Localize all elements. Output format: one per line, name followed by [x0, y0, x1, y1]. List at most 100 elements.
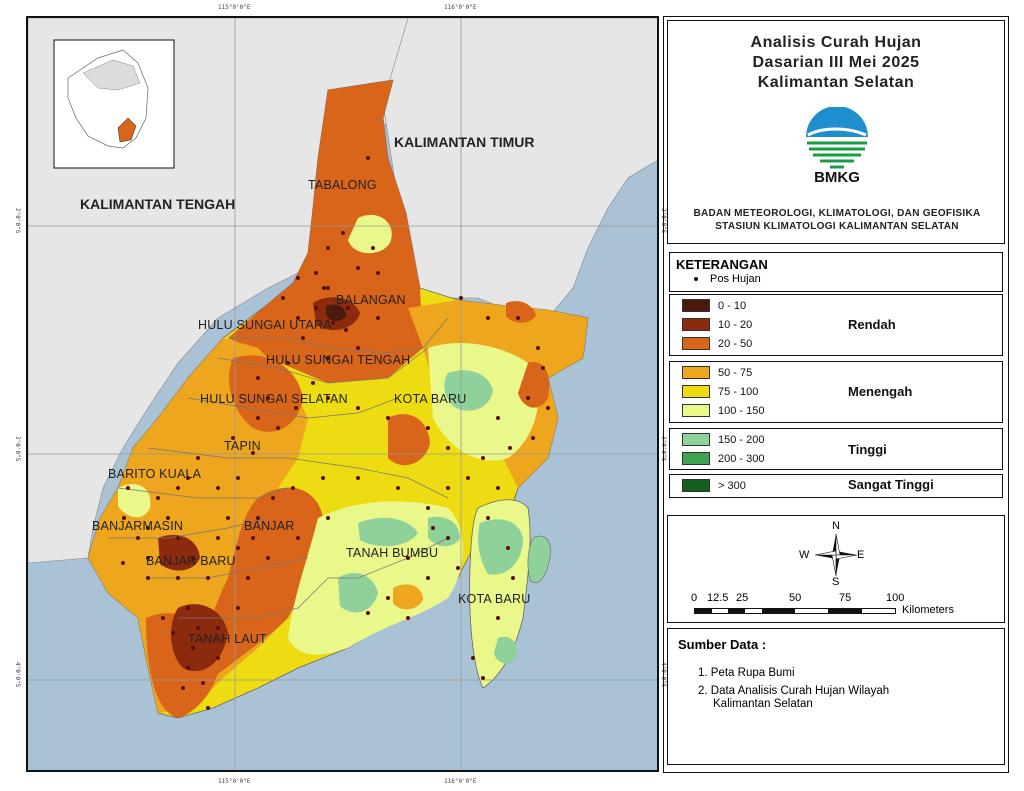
rain-station-point — [356, 406, 360, 410]
rain-station-point — [216, 486, 220, 490]
zone-100-150-tanahbumbu — [288, 501, 463, 655]
compass-n: N — [832, 520, 840, 532]
label-barito-kuala: BARITO KUALA — [108, 467, 202, 481]
island-pulau-laut-green — [478, 519, 523, 575]
rain-station-point — [446, 446, 450, 450]
zone-20-50-tanahbumbu-spot — [393, 584, 423, 610]
rain-station-point — [386, 596, 390, 600]
scale-tick-75: 75 — [839, 592, 852, 604]
rain-station-point — [186, 606, 190, 610]
label-banjarmasin: BANJARMASIN — [92, 519, 184, 533]
rain-station-point — [496, 486, 500, 490]
rain-station-point — [146, 526, 150, 530]
rain-station-point — [496, 416, 500, 420]
rain-station-point — [386, 416, 390, 420]
scale-tick-0: 0 — [691, 592, 698, 604]
island-pulau-laut-south-green — [494, 636, 517, 664]
coord-top-115: 115°0'0"E — [218, 4, 251, 11]
rain-station-point — [291, 486, 295, 490]
coord-bottom-115: 115°0'0"E — [218, 778, 251, 785]
rain-station-point — [166, 516, 170, 520]
rain-station-point — [396, 486, 400, 490]
swatch-300-plus — [682, 479, 710, 492]
rain-station-point — [344, 328, 348, 332]
rain-station-point — [459, 296, 463, 300]
legend-item-10-20: 10 - 20 — [682, 318, 752, 331]
source-item-2-cont: Kalimantan Selatan — [713, 698, 813, 710]
rain-station-point — [266, 556, 270, 560]
rain-station-point — [186, 666, 190, 670]
compass-w: W — [799, 549, 810, 561]
rain-station-point — [206, 706, 210, 710]
map-frame: KALIMANTAN TENGAH KALIMANTAN TIMUR TABAL… — [26, 16, 659, 772]
rain-station-point — [508, 446, 512, 450]
inset-map — [53, 39, 175, 169]
map-title-line-3: Kalimantan Selatan — [757, 74, 915, 91]
scale-tick-100: 100 — [886, 592, 905, 604]
rain-station-point — [191, 556, 195, 560]
rain-station-point — [531, 436, 535, 440]
legend-group-menengah: 50 - 75 75 - 100 100 - 150 Menengah — [669, 361, 1003, 423]
legend-group-tinggi: 150 - 200 200 - 300 Tinggi — [669, 428, 1003, 470]
rain-station-point — [466, 476, 470, 480]
scale-tick-50: 50 — [789, 592, 802, 604]
compass-s: S — [832, 576, 840, 588]
label-tanah-laut: TANAH LAUT — [188, 632, 267, 646]
legend-item-200-300: 200 - 300 — [682, 452, 764, 465]
rain-station-point — [121, 561, 125, 565]
rain-station-point — [431, 526, 435, 530]
rain-station-point — [176, 576, 180, 580]
swatch-50-75 — [682, 366, 710, 379]
legend-item-50-75: 50 - 75 — [682, 366, 752, 379]
graticule — [28, 18, 657, 770]
legend-item-0-10: 0 - 10 — [682, 299, 746, 312]
agency-line-2: STASIUN KLIMATOLOGI KALIMANTAN SELATAN — [715, 221, 959, 232]
rain-station-point — [481, 676, 485, 680]
rain-station-point — [481, 456, 485, 460]
coord-top-116: 116°0'0"E — [444, 4, 477, 11]
rain-station-point — [426, 576, 430, 580]
rain-station-point — [286, 361, 290, 365]
rain-station-point — [356, 266, 360, 270]
agency-line-1: BADAN METEOROLOGI, KLIMATOLOGI, DAN GEOF… — [693, 208, 981, 219]
label-banjar: BANJAR — [244, 519, 295, 533]
coord-left-4: 4°0'0"S — [14, 662, 21, 688]
zone-20-50-north — [228, 80, 423, 383]
source-panel: Sumber Data : 1. Peta Rupa Bumi 2. Data … — [667, 628, 1005, 765]
rain-station-point — [341, 231, 345, 235]
rain-station-point — [516, 316, 520, 320]
zone-10-20-tanahlaut — [171, 604, 228, 672]
zone-150-200-tanahbumbu-b — [358, 517, 418, 547]
legend-column — [663, 16, 1009, 773]
rain-station-point — [256, 376, 260, 380]
rain-station-point — [496, 616, 500, 620]
label-hulu-sungai-selatan: HULU SUNGAI SELATAN — [200, 392, 348, 406]
swatch-75-100 — [682, 385, 710, 398]
title-panel: Analisis Curah Hujan Dasarian III Mei 20… — [667, 20, 1005, 244]
scale-unit: Kilometers — [902, 604, 954, 616]
class-sangat-tinggi: Sangat Tinggi — [848, 477, 934, 492]
rain-station-point — [191, 646, 195, 650]
rain-station-point — [271, 496, 275, 500]
rain-station-point — [326, 286, 330, 290]
rain-station-point — [296, 536, 300, 540]
zone-20-50-central — [229, 355, 303, 432]
zone-20-50-east-coast — [518, 362, 550, 408]
rain-station-point — [146, 576, 150, 580]
rain-station-point — [376, 271, 380, 275]
rain-station-point — [511, 576, 515, 580]
rain-station-point — [226, 516, 230, 520]
zone-150-200-tanahbumbu-c — [428, 516, 460, 547]
rain-station-point — [266, 396, 270, 400]
bmkg-logo-text: BMKG — [814, 169, 860, 186]
zone-20-50-ne — [506, 301, 536, 323]
rain-station-point — [326, 246, 330, 250]
rain-station-point — [201, 681, 205, 685]
swatch-0-10 — [682, 299, 710, 312]
scale-bar — [694, 608, 896, 614]
rain-station-point — [326, 396, 330, 400]
class-rendah: Rendah — [848, 317, 896, 332]
rain-station-point — [326, 356, 330, 360]
label-balangan: BALANGAN — [336, 293, 406, 307]
